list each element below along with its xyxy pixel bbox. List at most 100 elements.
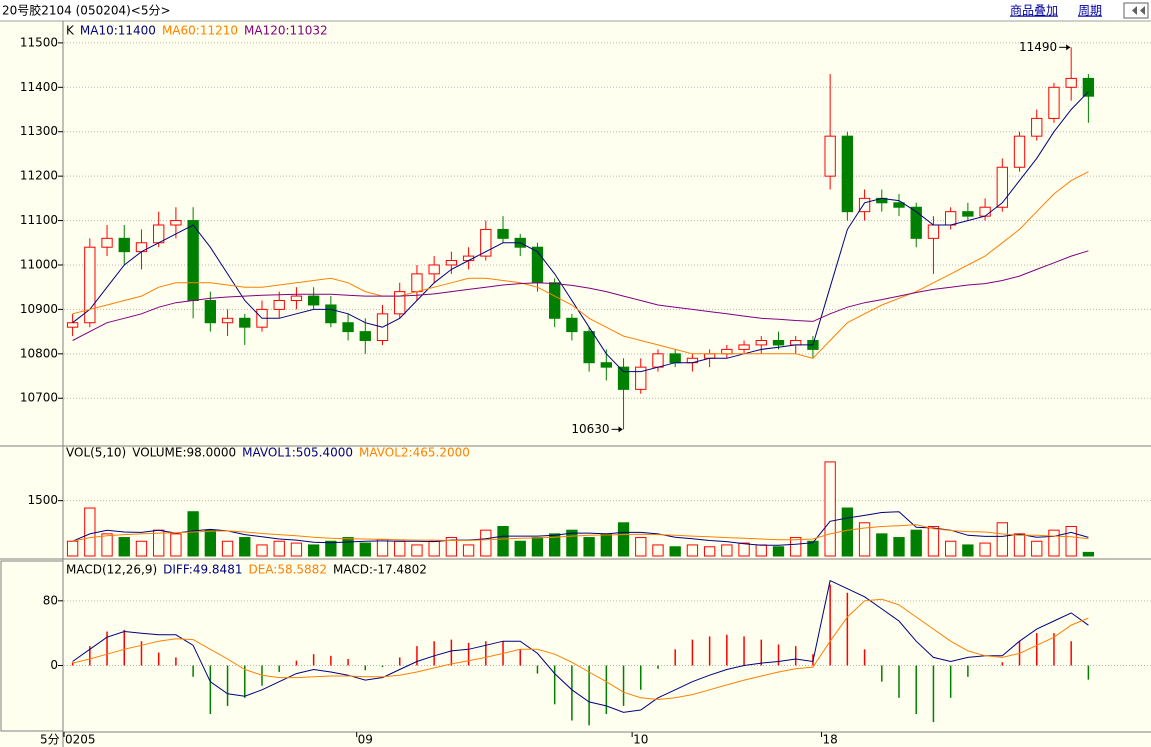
volume-bar: [359, 542, 371, 557]
candle-body: [790, 339, 802, 346]
volume-bar: [686, 544, 699, 557]
legend-entry: MAVOL1:505.4000: [242, 446, 353, 460]
candle-body: [738, 344, 750, 350]
period-label: 5分: [40, 733, 60, 747]
y-tick-label: 11100: [20, 213, 58, 227]
candle-body: [944, 211, 957, 226]
candle-body: [858, 197, 871, 213]
volume-bar: [445, 537, 458, 557]
candle-body: [153, 224, 165, 244]
candle-body: [445, 260, 458, 266]
candle-body: [273, 300, 285, 310]
volume-bar: [531, 537, 544, 557]
volume-bar: [721, 544, 733, 557]
volume-bar: [290, 542, 303, 557]
candle-body: [549, 282, 561, 319]
x-tick-label: 10: [633, 733, 648, 747]
x-tick-label: 09: [358, 733, 373, 747]
volume-bar: [858, 522, 871, 557]
extreme-arrow-head: [1066, 44, 1071, 51]
candle-body: [721, 348, 733, 355]
volume-bar: [617, 522, 630, 557]
x-tick-label: 18: [823, 733, 838, 747]
y-tick-label: 10800: [20, 346, 58, 360]
candle-body: [359, 331, 371, 341]
legend-entry: VOL(5,10): [66, 446, 126, 460]
candle-body: [1082, 77, 1095, 97]
candle-body: [187, 220, 199, 302]
volume-bar: [462, 544, 475, 557]
instrument-title: 20号胶2104 (050204)<5分>: [2, 3, 171, 18]
volume-bar: [635, 537, 647, 557]
extreme-label: 10630: [571, 422, 609, 436]
candle-body: [480, 228, 492, 257]
period-button[interactable]: 周期: [1078, 4, 1102, 18]
candle-body: [755, 339, 767, 346]
volume-bar: [342, 537, 354, 557]
volume-bar: [187, 511, 199, 557]
ma-line: [72, 171, 1089, 359]
candle-body: [979, 206, 991, 217]
candle-body: [239, 317, 251, 328]
candle-body: [583, 331, 595, 364]
candle-body: [772, 339, 785, 346]
volume-bar: [239, 537, 251, 557]
volume-bar: [256, 544, 268, 557]
volume-bar: [1082, 551, 1095, 557]
diff-line: [72, 579, 1089, 713]
volume-bar: [221, 540, 234, 557]
candle-body: [927, 224, 940, 239]
volume-bar: [652, 544, 664, 557]
volume-bar: [170, 533, 182, 557]
volume-bar: [738, 542, 750, 557]
volume-bar: [307, 544, 320, 557]
candle-body: [566, 317, 578, 333]
candle-body: [1031, 117, 1043, 137]
candle-body: [996, 166, 1008, 208]
candle-body: [170, 220, 182, 226]
y-tick-label: 11200: [20, 169, 58, 183]
extreme-label: 11490: [1019, 40, 1057, 54]
y-tick-label: 0: [50, 658, 58, 672]
candle-body: [221, 317, 234, 324]
candle-body: [1065, 77, 1077, 88]
volume-bar: [944, 540, 957, 557]
candle-body: [342, 322, 354, 333]
legend-entry: MA120:11032: [244, 24, 328, 38]
volume-bar: [790, 537, 802, 557]
legend-entry: MA10:11400: [80, 24, 156, 38]
volume-bar: [876, 533, 888, 557]
candle-body: [635, 366, 647, 390]
candle-body: [325, 304, 337, 324]
y-tick-label: 10900: [20, 302, 58, 316]
candle-body: [703, 353, 716, 359]
volume-bar: [411, 544, 423, 557]
volume-bar: [755, 544, 767, 557]
legend-entry: MACD:-17.4802: [333, 563, 427, 577]
mavol-line: [72, 524, 1089, 542]
overlay-button[interactable]: 商品叠加: [1010, 3, 1058, 18]
volume-bar: [600, 533, 612, 557]
ma-line: [72, 250, 1089, 341]
volume-bar: [703, 546, 716, 557]
y-tick-label: 10700: [20, 391, 58, 405]
candle-body: [204, 300, 217, 324]
candle-body: [290, 295, 303, 302]
volume-bar: [549, 533, 561, 557]
nav-icon: [1132, 6, 1145, 15]
volume-bar: [394, 540, 406, 557]
volume-bar: [979, 542, 991, 557]
legend-entry: MAVOL2:465.2000: [359, 446, 470, 460]
volume-bar: [996, 522, 1008, 557]
candle-body: [411, 273, 423, 293]
candle-body: [893, 202, 905, 208]
candle-body: [962, 211, 974, 217]
legend-entry: DIFF:49.8481: [163, 563, 242, 577]
volume-bar: [135, 540, 148, 557]
legend-entry: DEA:58.5882: [248, 563, 327, 577]
volume-bar: [807, 540, 819, 557]
y-tick-label: 1500: [27, 493, 58, 507]
legend-entry: MACD(12,26,9): [66, 563, 157, 577]
legend-entry: VOLUME:98.0000: [132, 446, 236, 460]
